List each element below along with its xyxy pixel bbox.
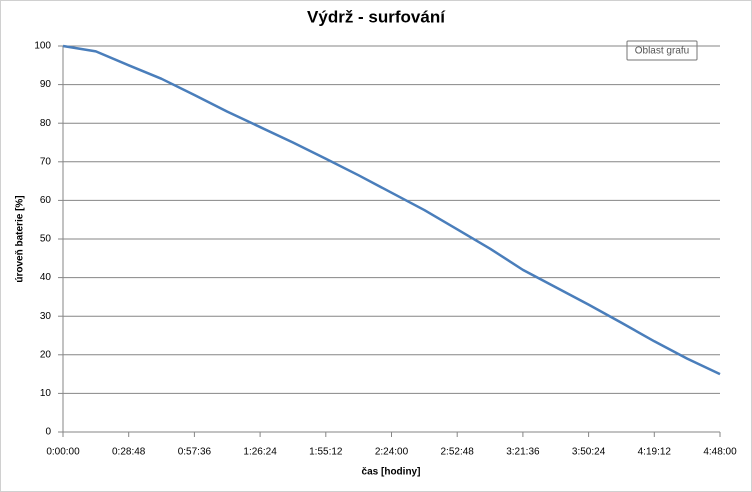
y-tick-label: 40 [40,272,52,283]
x-tick-label: 2:24:00 [375,447,409,458]
y-tick-label: 90 [40,79,52,90]
x-tick-label: 1:55:12 [309,447,343,458]
data-line [62,44,721,376]
x-tick-label: 4:19:12 [638,447,672,458]
x-tick-label: 0:28:48 [112,447,146,458]
x-tick-label: 4:48:00 [703,447,737,458]
y-tick-label: 80 [40,118,52,129]
y-tick-label: 60 [40,195,52,206]
y-tick-label: 50 [40,234,52,245]
x-tick-label: 2:52:48 [441,447,475,458]
y-tick-label: 0 [45,427,51,438]
tooltip: Oblast grafu [626,40,698,61]
x-tick-label: 3:21:36 [506,447,540,458]
tooltip-text: Oblast grafu [635,46,689,57]
x-tick-label: 0:00:00 [46,447,80,458]
y-tick-label: 100 [34,41,51,52]
x-axis-title: čas [hodiny] [362,467,421,478]
x-tick-label: 1:26:24 [243,447,277,458]
y-tick-label: 70 [40,156,52,167]
y-tick-label: 10 [40,388,52,399]
x-tick-label: 0:57:36 [178,447,212,458]
y-axis-title: úroveň baterie [%] [15,195,26,282]
y-tick-label: 20 [40,349,52,360]
x-tick-label: 3:50:24 [572,447,606,458]
chart-title: Výdrž - surfování [307,7,446,26]
y-tick-label: 30 [40,311,52,322]
